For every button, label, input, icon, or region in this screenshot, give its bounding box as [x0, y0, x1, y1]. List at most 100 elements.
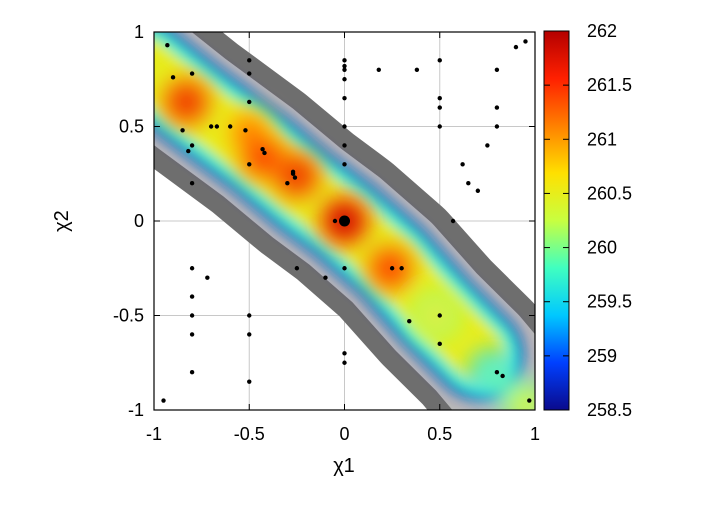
hotspot	[249, 143, 276, 170]
data-point	[494, 67, 500, 73]
data-point	[189, 313, 195, 318]
data-point	[342, 351, 347, 356]
data-point	[342, 266, 347, 271]
data-point	[342, 58, 347, 63]
data-point	[332, 218, 338, 224]
data-point	[247, 332, 252, 337]
data-point	[437, 95, 442, 101]
data-point	[189, 266, 195, 271]
surface-layer	[154, 32, 535, 410]
hotspots	[162, 77, 535, 410]
y-axis-label: χ2	[51, 210, 73, 232]
data-point	[450, 218, 456, 224]
data-point	[189, 294, 195, 299]
data-point	[342, 360, 347, 365]
y-tick-label: -1	[128, 400, 144, 420]
data-point	[437, 341, 442, 347]
data-point	[214, 124, 220, 129]
data-point	[247, 58, 252, 63]
data-point	[437, 124, 442, 129]
colorbar-ticks: 262 261.5 261 260.5 260 259.5 259 258.5	[544, 21, 632, 420]
data-point	[342, 162, 347, 167]
data-point	[161, 398, 166, 403]
data-point	[247, 162, 252, 167]
x-tick-label: 1	[530, 424, 540, 444]
data-point	[414, 67, 420, 73]
x-tick-label: -1	[146, 424, 162, 444]
data-point	[485, 143, 490, 148]
data-point	[460, 162, 465, 167]
x-tick-label: 0.5	[427, 424, 452, 444]
data-point	[247, 313, 252, 318]
data-point	[494, 105, 500, 110]
data-point	[342, 143, 347, 148]
y-tick-label: -0.5	[113, 306, 144, 326]
data-point	[243, 128, 248, 133]
data-point	[475, 188, 481, 193]
data-point	[290, 171, 296, 176]
data-point	[247, 379, 252, 384]
data-point	[339, 215, 350, 227]
x-axis-label: χ1	[333, 455, 355, 477]
y-ticks: 1 0.5 0 -0.5 -1	[113, 22, 535, 420]
data-point	[466, 181, 471, 186]
colorbar-tick-label: 260.5	[587, 183, 632, 203]
data-point	[262, 150, 267, 156]
data-point	[247, 71, 252, 76]
data-point	[342, 124, 347, 129]
data-point	[189, 143, 195, 148]
data-point	[342, 63, 347, 69]
colorbar: 262 261.5 261 260.5 260 259.5 259 258.5	[543, 21, 632, 420]
data-point	[437, 105, 442, 110]
y-tick-label: 0.5	[119, 117, 144, 137]
data-point	[399, 266, 404, 271]
data-point	[247, 99, 252, 105]
hotspot	[422, 302, 449, 329]
colorbar-tick-label: 260	[587, 238, 617, 258]
colorbar-gradient	[543, 30, 570, 411]
colorbar-tick-label: 261	[587, 129, 617, 149]
colorbar-tick-label: 259	[587, 346, 617, 366]
plot-area	[154, 32, 535, 410]
data-point	[376, 67, 381, 73]
data-point	[189, 332, 195, 337]
data-point	[323, 275, 328, 280]
data-point	[260, 146, 265, 152]
data-point	[292, 175, 298, 180]
data-point	[500, 373, 505, 379]
data-point	[389, 266, 395, 271]
data-point	[437, 58, 442, 63]
hotspot	[173, 88, 200, 115]
data-point	[294, 266, 300, 271]
colorbar-tick-label: 262	[587, 21, 617, 41]
data-point	[494, 124, 500, 129]
colorbar-tick-label: 259.5	[587, 292, 632, 312]
data-point	[189, 181, 195, 186]
colorbar-tick-label: 258.5	[587, 400, 632, 420]
data-points	[161, 39, 532, 403]
data-point	[523, 39, 528, 44]
data-point	[437, 313, 442, 318]
hotspot	[512, 391, 535, 410]
data-point	[342, 67, 347, 73]
data-point	[165, 43, 170, 48]
data-point	[186, 148, 191, 154]
y-tick-label: 1	[134, 22, 144, 42]
x-ticks: -1 -0.5 0 0.5 1	[146, 32, 540, 444]
data-point	[342, 95, 347, 101]
data-point	[170, 75, 176, 80]
data-point	[208, 124, 214, 129]
x-tick-label: 0	[339, 424, 349, 444]
data-point	[189, 370, 195, 375]
colorbar-tick-label: 261.5	[587, 75, 632, 95]
y-tick-label: 0	[134, 211, 144, 231]
data-point	[205, 275, 210, 280]
x-tick-label: -0.5	[234, 424, 265, 444]
data-point	[180, 128, 185, 133]
data-point	[285, 181, 290, 186]
data-point	[527, 398, 532, 403]
data-point	[228, 124, 233, 129]
data-point	[407, 318, 412, 324]
hotspot	[283, 162, 310, 189]
